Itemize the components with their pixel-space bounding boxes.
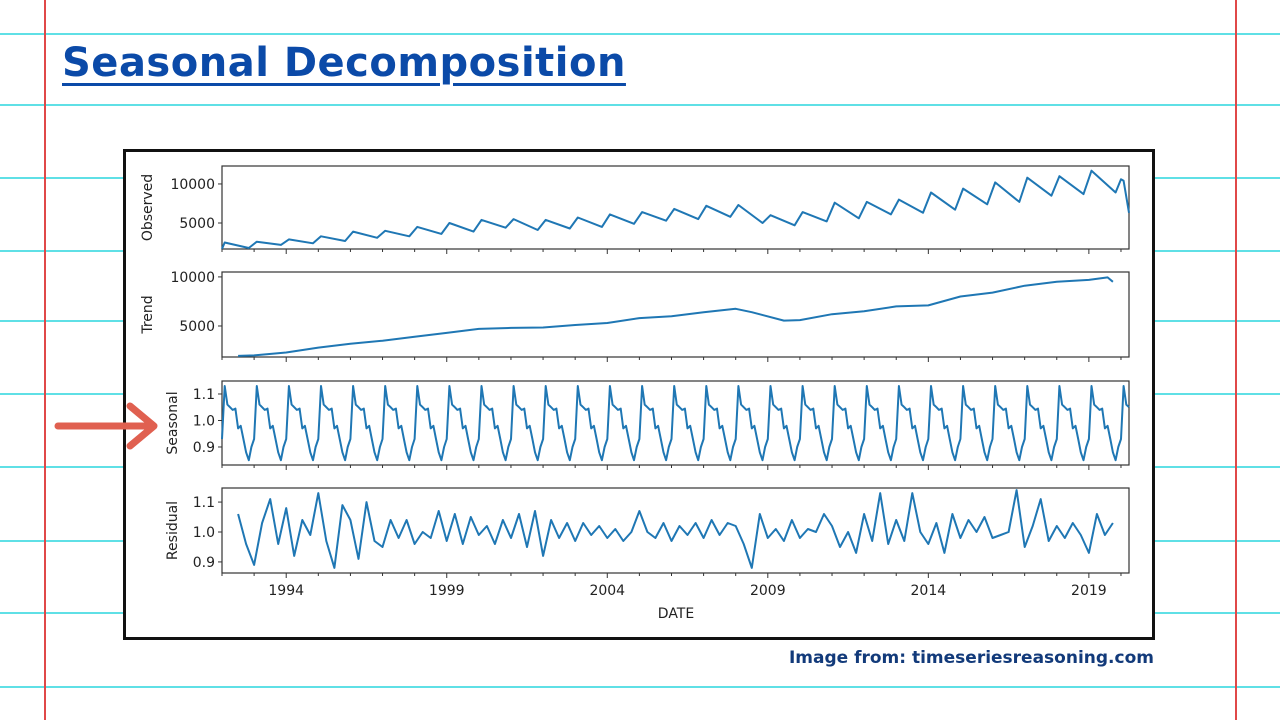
y-tick-label: 0.9 — [193, 440, 215, 456]
rule-line — [0, 33, 1280, 35]
y-tick-label: 1.0 — [193, 413, 215, 429]
panel-seasonal: 0.9 1.0 1.1 Seasonal — [165, 380, 1130, 470]
y-tick-label: 10000 — [170, 177, 215, 193]
y-tick-label: 0.9 — [193, 555, 215, 571]
y-axis-label: Trend — [140, 295, 156, 334]
x-tick-label: 2014 — [911, 583, 947, 599]
x-tick-label: 2019 — [1071, 583, 1107, 599]
panel-trend: 5000 10000 Trend — [140, 270, 1130, 362]
margin-line-right — [1235, 0, 1237, 720]
arrow-icon — [54, 402, 158, 450]
panel-observed: 5000 10000 Observed — [140, 165, 1130, 254]
series-line-trend — [238, 276, 1114, 357]
panel-residual: 0.9 1.0 1.1 Residual — [165, 487, 1130, 578]
x-tick-label: 1999 — [429, 583, 465, 599]
rule-line — [0, 686, 1280, 688]
y-axis-label: Observed — [140, 174, 156, 241]
panel-frame — [221, 165, 1130, 250]
x-axis-label: DATE — [658, 606, 694, 622]
image-source-caption: Image from: timeseriesreasoning.com — [788, 648, 1154, 668]
panel-frame — [221, 487, 1130, 574]
margin-line-left — [44, 0, 46, 720]
y-tick-label: 5000 — [179, 319, 215, 335]
x-tick-label: 1994 — [268, 583, 304, 599]
panel-frame — [221, 271, 1130, 358]
series-line-seasonal — [221, 385, 1130, 462]
rule-line — [0, 104, 1280, 106]
x-tick-label: 2004 — [589, 583, 625, 599]
y-axis-label: Seasonal — [165, 391, 181, 454]
y-tick-label: 1.1 — [193, 495, 215, 511]
y-tick-label: 10000 — [170, 270, 215, 286]
y-tick-label: 1.0 — [193, 525, 215, 541]
y-tick-label: 1.1 — [193, 387, 215, 403]
series-line-observed — [221, 169, 1130, 250]
slide-title: Seasonal Decomposition — [62, 40, 626, 86]
series-line-residual — [237, 489, 1114, 569]
y-axis-label: Residual — [165, 501, 181, 560]
y-tick-label: 5000 — [179, 216, 215, 232]
x-tick-label: 2009 — [750, 583, 786, 599]
